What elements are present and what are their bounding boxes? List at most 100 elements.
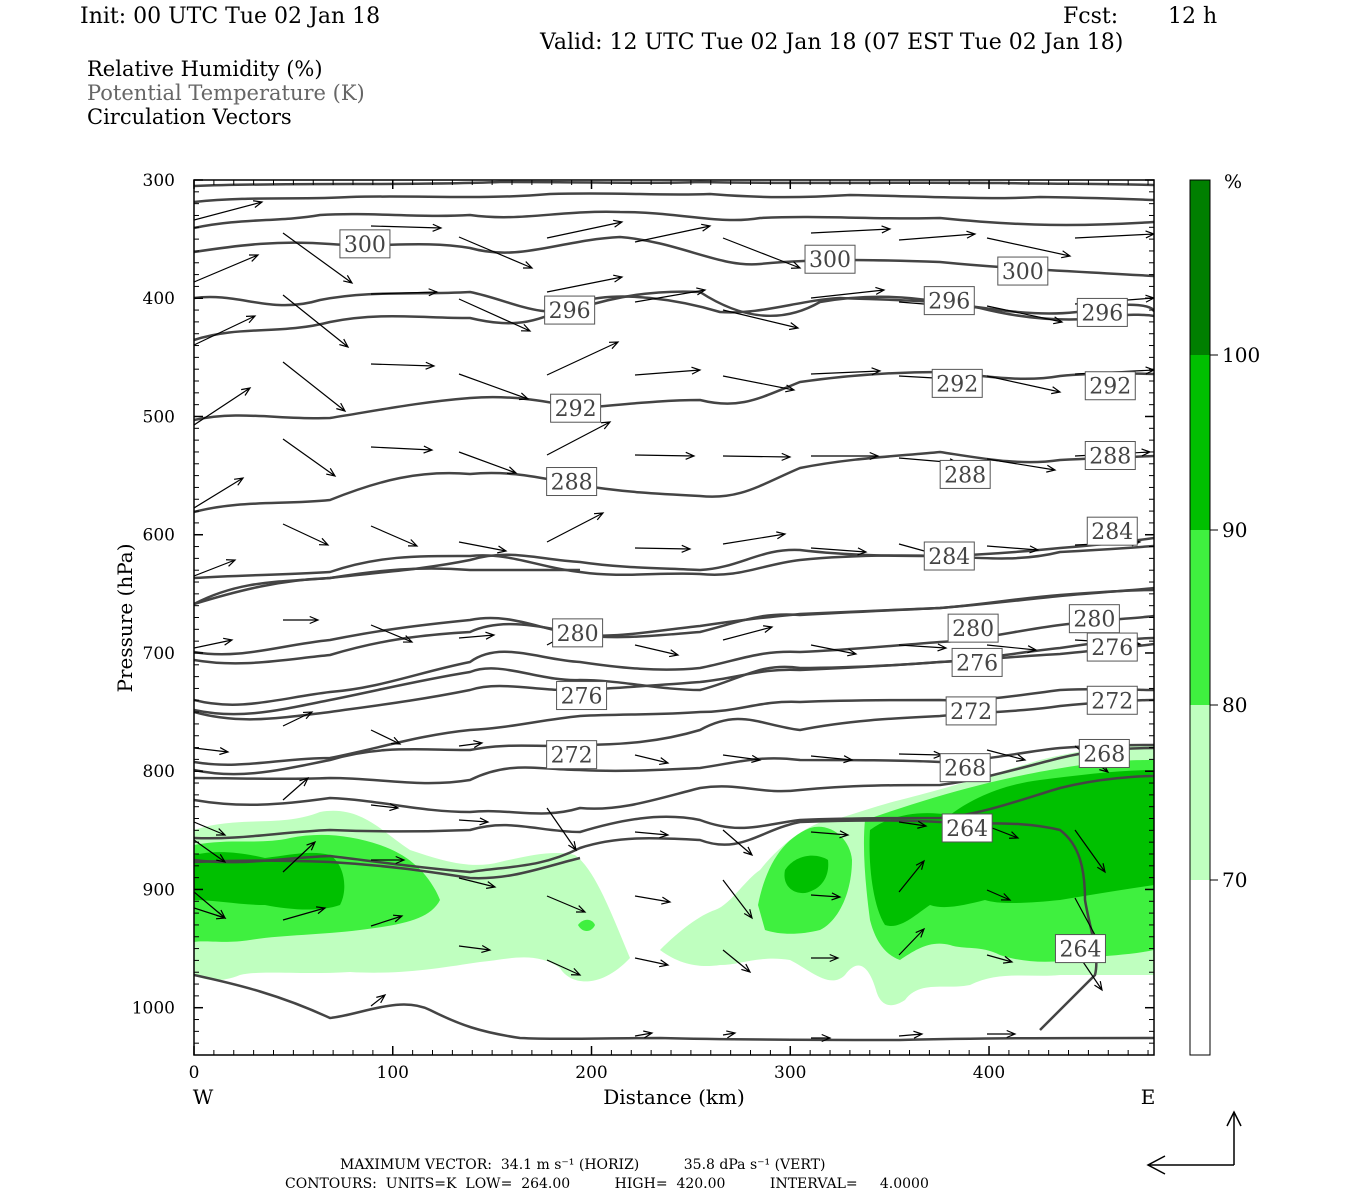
- circulation-vector: [898, 820, 928, 829]
- circulation-vector: [458, 451, 518, 475]
- contour-label: 280: [557, 622, 599, 647]
- circulation-vector: [458, 877, 497, 889]
- circulation-vector: [722, 531, 787, 545]
- contour-label: 288: [944, 463, 986, 488]
- circulation-vector: [986, 749, 1027, 762]
- circulation-vector: [722, 1030, 737, 1039]
- contour-label-box: [939, 459, 991, 489]
- colorbar-unit: %: [1224, 171, 1242, 193]
- contour-label: 276: [956, 651, 998, 676]
- x-axis-label: Distance (km): [603, 1085, 745, 1109]
- circulation-vector: [370, 624, 414, 643]
- circulation-vector: [546, 274, 624, 293]
- y-tick-label: 500: [143, 407, 175, 427]
- colorbar-segment: [1190, 530, 1210, 705]
- circulation-vector: [283, 615, 320, 625]
- circulation-vector: [634, 830, 670, 839]
- x-tick-label: 100: [377, 1063, 409, 1083]
- circulation-vector: [986, 954, 1014, 964]
- circulation-vector: [546, 219, 624, 239]
- circulation-vector: [634, 895, 672, 905]
- contour-label: 300: [1002, 260, 1044, 285]
- field-rh-label: Relative Humidity (%): [87, 57, 323, 81]
- rh-colorbar: 70 80 90 100: [1189, 179, 1260, 1056]
- y-tick-label: 800: [143, 762, 175, 782]
- y-tick-label: 300: [143, 171, 175, 191]
- contour-label: 276: [561, 685, 603, 710]
- contour-label: 292: [936, 372, 978, 397]
- contour-label-box: [931, 368, 983, 398]
- x-tick-labels: 0 100 200 300 400: [189, 1063, 1006, 1083]
- forecast-hour-value: 12 h: [1168, 4, 1218, 29]
- circulation-vector: [722, 829, 754, 857]
- contour-label-box: [544, 295, 596, 325]
- circulation-vector: [634, 451, 696, 460]
- contour-label-box: [945, 696, 997, 726]
- circulation-vector: [282, 906, 327, 921]
- contour-label: 272: [950, 700, 992, 725]
- circulation-vector: [370, 914, 404, 927]
- circulation-vector: [810, 225, 892, 234]
- circulation-vector: [458, 631, 496, 640]
- circulation-vector: [986, 644, 1038, 654]
- circulation-vector: [1074, 230, 1154, 239]
- contour-label-box: [1054, 934, 1106, 964]
- contour-label: 264: [1059, 938, 1101, 963]
- circulation-vector: [634, 754, 670, 766]
- colorbar-segment: [1190, 355, 1210, 530]
- circulation-vector: [282, 711, 314, 727]
- circulation-vector: [986, 458, 1057, 473]
- contour-label-box: [1086, 685, 1138, 715]
- circulation-vector: [458, 541, 508, 554]
- reference-vector-arrow: [1146, 1110, 1242, 1175]
- contour-info: CONTOURS: UNITS=K LOW= 264.00 HIGH= 420.…: [285, 1176, 929, 1192]
- y-tick-label: 700: [143, 644, 175, 664]
- theta-contour-labels: 300 300 300 296 296 296 292 292 292 288 288 288 284 2…: [339, 229, 1138, 964]
- circulation-vector: [722, 452, 792, 461]
- contour-label-box: [923, 286, 975, 316]
- circulation-vector: [546, 895, 587, 913]
- circulation-vector: [810, 286, 886, 299]
- circulation-vector: [811, 1033, 832, 1043]
- circulation-vector: [194, 821, 227, 836]
- circulation-vector: [986, 237, 1072, 259]
- circulation-vector: [458, 373, 530, 401]
- rh-shading: [194, 745, 1154, 1006]
- contour-label-box: [941, 813, 993, 843]
- west-label: W: [193, 1085, 214, 1109]
- circulation-vector: [634, 1030, 654, 1039]
- contour-label-box: [552, 618, 604, 648]
- circulation-vector: [370, 445, 434, 454]
- circulation-vector: [634, 544, 692, 553]
- circulation-vector: [722, 754, 762, 763]
- contour-label-box: [339, 229, 391, 259]
- circulation-vector: [634, 957, 670, 968]
- axes: 300 400 500 600 700 800 900 1000 0 100 200 300 400: [132, 171, 1155, 1083]
- contour-label: 292: [1089, 375, 1131, 400]
- contour-label: 276: [1091, 636, 1133, 661]
- contour-label: 272: [551, 744, 593, 769]
- colorbar-frame: [1189, 179, 1211, 1056]
- y-tick-label: 1000: [132, 999, 175, 1019]
- circulation-vector: [634, 223, 712, 243]
- contour-label-box: [1084, 371, 1136, 401]
- contour-label-box: [951, 647, 1003, 677]
- x-tick-label: 300: [774, 1063, 806, 1083]
- contour-label-box: [1078, 738, 1130, 768]
- y-tick-label: 900: [143, 880, 175, 900]
- colorbar-level-label: 100: [1222, 343, 1260, 367]
- circulation-vector: [546, 341, 620, 376]
- contour-label-box: [550, 393, 602, 423]
- circulation-vector: [634, 287, 707, 303]
- circulation-vector: [986, 305, 1064, 325]
- contour-label-box: [923, 541, 975, 571]
- circulation-vector: [987, 1029, 1017, 1039]
- circulation-vector: [458, 298, 532, 332]
- rh-90-region-far-east: [869, 770, 1154, 926]
- circulation-vector: [194, 387, 252, 426]
- circulation-vector: [282, 840, 317, 873]
- circulation-vector: [986, 545, 1040, 554]
- contour-label-box: [1086, 632, 1138, 662]
- circulation-vector: [370, 288, 439, 297]
- circulation-vector: [810, 367, 882, 376]
